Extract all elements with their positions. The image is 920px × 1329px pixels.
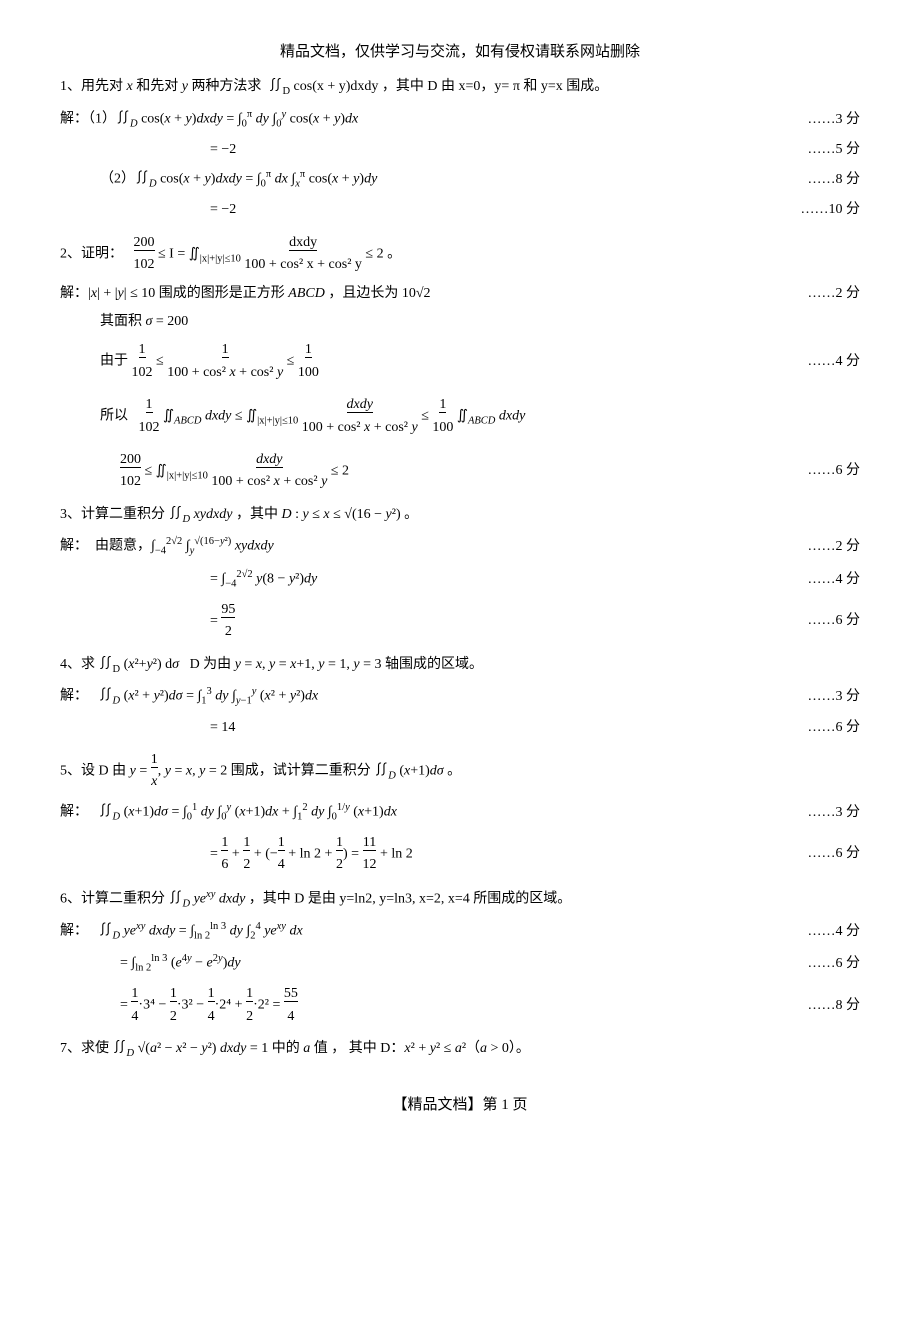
p2-line1: 解：|x| + |y| ≤ 10 围成的图形是正方形 ABCD ，且边长为 10…	[60, 283, 860, 305]
p1-score2: ……5 分	[788, 139, 861, 161]
p2-line5: 200102 ≤ ∬|x|+|y|≤10 dxdy100 + cos² x + …	[60, 449, 860, 494]
p1-line2: = −2 ……5 分	[60, 139, 860, 161]
p4-score1: ……3 分	[788, 686, 861, 708]
p2-line2: 其面积 σ = 200	[60, 311, 860, 333]
problem-3-stem: 3、计算二重积分 ∬D xydxdy ，其中 D : y ≤ x ≤ √(16 …	[60, 504, 860, 529]
p4-line1: 解： ∬D (x² + y²)dσ = ∫13 dy ∫y−1y (x² + y…	[60, 684, 860, 710]
p4-score2: ……6 分	[788, 717, 861, 739]
p2-score3: ……4 分	[788, 351, 861, 373]
problem-7-stem: 7、求使 ∬D √(a² − x² − y²) dxdy = 1 中的 a 值 …	[60, 1038, 860, 1063]
page-header: 精品文档，仅供学习与交流，如有侵权请联系网站删除	[60, 40, 860, 64]
p4-line2: = 14 ……6 分	[60, 717, 860, 739]
p6-line1: 解： ∬D yexy dxdy = ∫ln 2ln 3 dy ∫24 yexy …	[60, 919, 860, 945]
p3-line3: = 952 ……6 分	[60, 599, 860, 644]
p1-score3: ……8 分	[788, 169, 861, 191]
p2-score1: ……2 分	[788, 283, 861, 305]
p5-line2: = 16 + 12 + (−14 + ln 2 + 12) = 1112 + l…	[60, 832, 860, 877]
page-footer: 【精品文档】第 1 页	[60, 1093, 860, 1117]
p3-score1: ……2 分	[788, 536, 861, 558]
p2-line4: 所以 1102 ∬ABCD dxdy ≤ ∬|x|+|y|≤10 dxdy100…	[60, 394, 860, 439]
p5-line1: 解： ∬D (x+1)dσ = ∫01 dy ∫0y (x+1)dx + ∫12…	[60, 800, 860, 826]
p1-line4: = −2 ……10 分	[60, 199, 860, 221]
p3-line2: = ∫−42√2 y(8 − y²)dy ……4 分	[60, 567, 860, 593]
p6-line3: = 14·3⁴ − 12·3² − 14·2⁴ + 12·2² = 554 ………	[60, 983, 860, 1028]
problem-1-stem: 1、用先对 x 和先对 y 两种方法求 ∬D cos(x + y)dxdy ，其…	[60, 76, 860, 101]
p5-score2: ……6 分	[788, 843, 861, 865]
problem-5-stem: 5、设 D 由 y = 1x, y = x, y = 2 围成，试计算二重积分 …	[60, 749, 860, 794]
p6-score3: ……8 分	[788, 995, 861, 1017]
p2-score5: ……6 分	[788, 460, 861, 482]
problem-2-stem: 2、证明： 200102 ≤ I = ∬|x|+|y|≤10 dxdy100 +…	[60, 232, 860, 277]
p6-line2: = ∫ln 2ln 3 (e4y − e2y)dy ……6 分	[60, 951, 860, 977]
p6-score1: ……4 分	[788, 921, 861, 943]
problem-6-stem: 6、计算二重积分 ∬D yexy dxdy ，其中 D 是由 y=ln2, y=…	[60, 887, 860, 913]
p2-line3: 由于 1102 ≤ 1100 + cos² x + cos² y ≤ 1100 …	[60, 339, 860, 384]
p1-score4: ……10 分	[781, 199, 861, 221]
p5-score1: ……3 分	[788, 802, 861, 824]
p3-line1: 解： 由题意，∫−42√2 ∫y√(16−y²) xydxdy ……2 分	[60, 534, 860, 560]
p6-score2: ……6 分	[788, 953, 861, 975]
problem-4-stem: 4、求 ∬D (x²+y²) dσ D 为由 y = x, y = x+1, y…	[60, 654, 860, 679]
p1-line1: 解：（1）∬D cos(x + y)dxdy = ∫0π dy ∫0y cos(…	[60, 107, 860, 133]
p3-score2: ……4 分	[788, 569, 861, 591]
p3-score3: ……6 分	[788, 610, 861, 632]
p1-line3: （2）∬D cos(x + y)dxdy = ∫0π dx ∫xπ cos(x …	[60, 167, 860, 193]
p1-score1: ……3 分	[788, 109, 861, 131]
